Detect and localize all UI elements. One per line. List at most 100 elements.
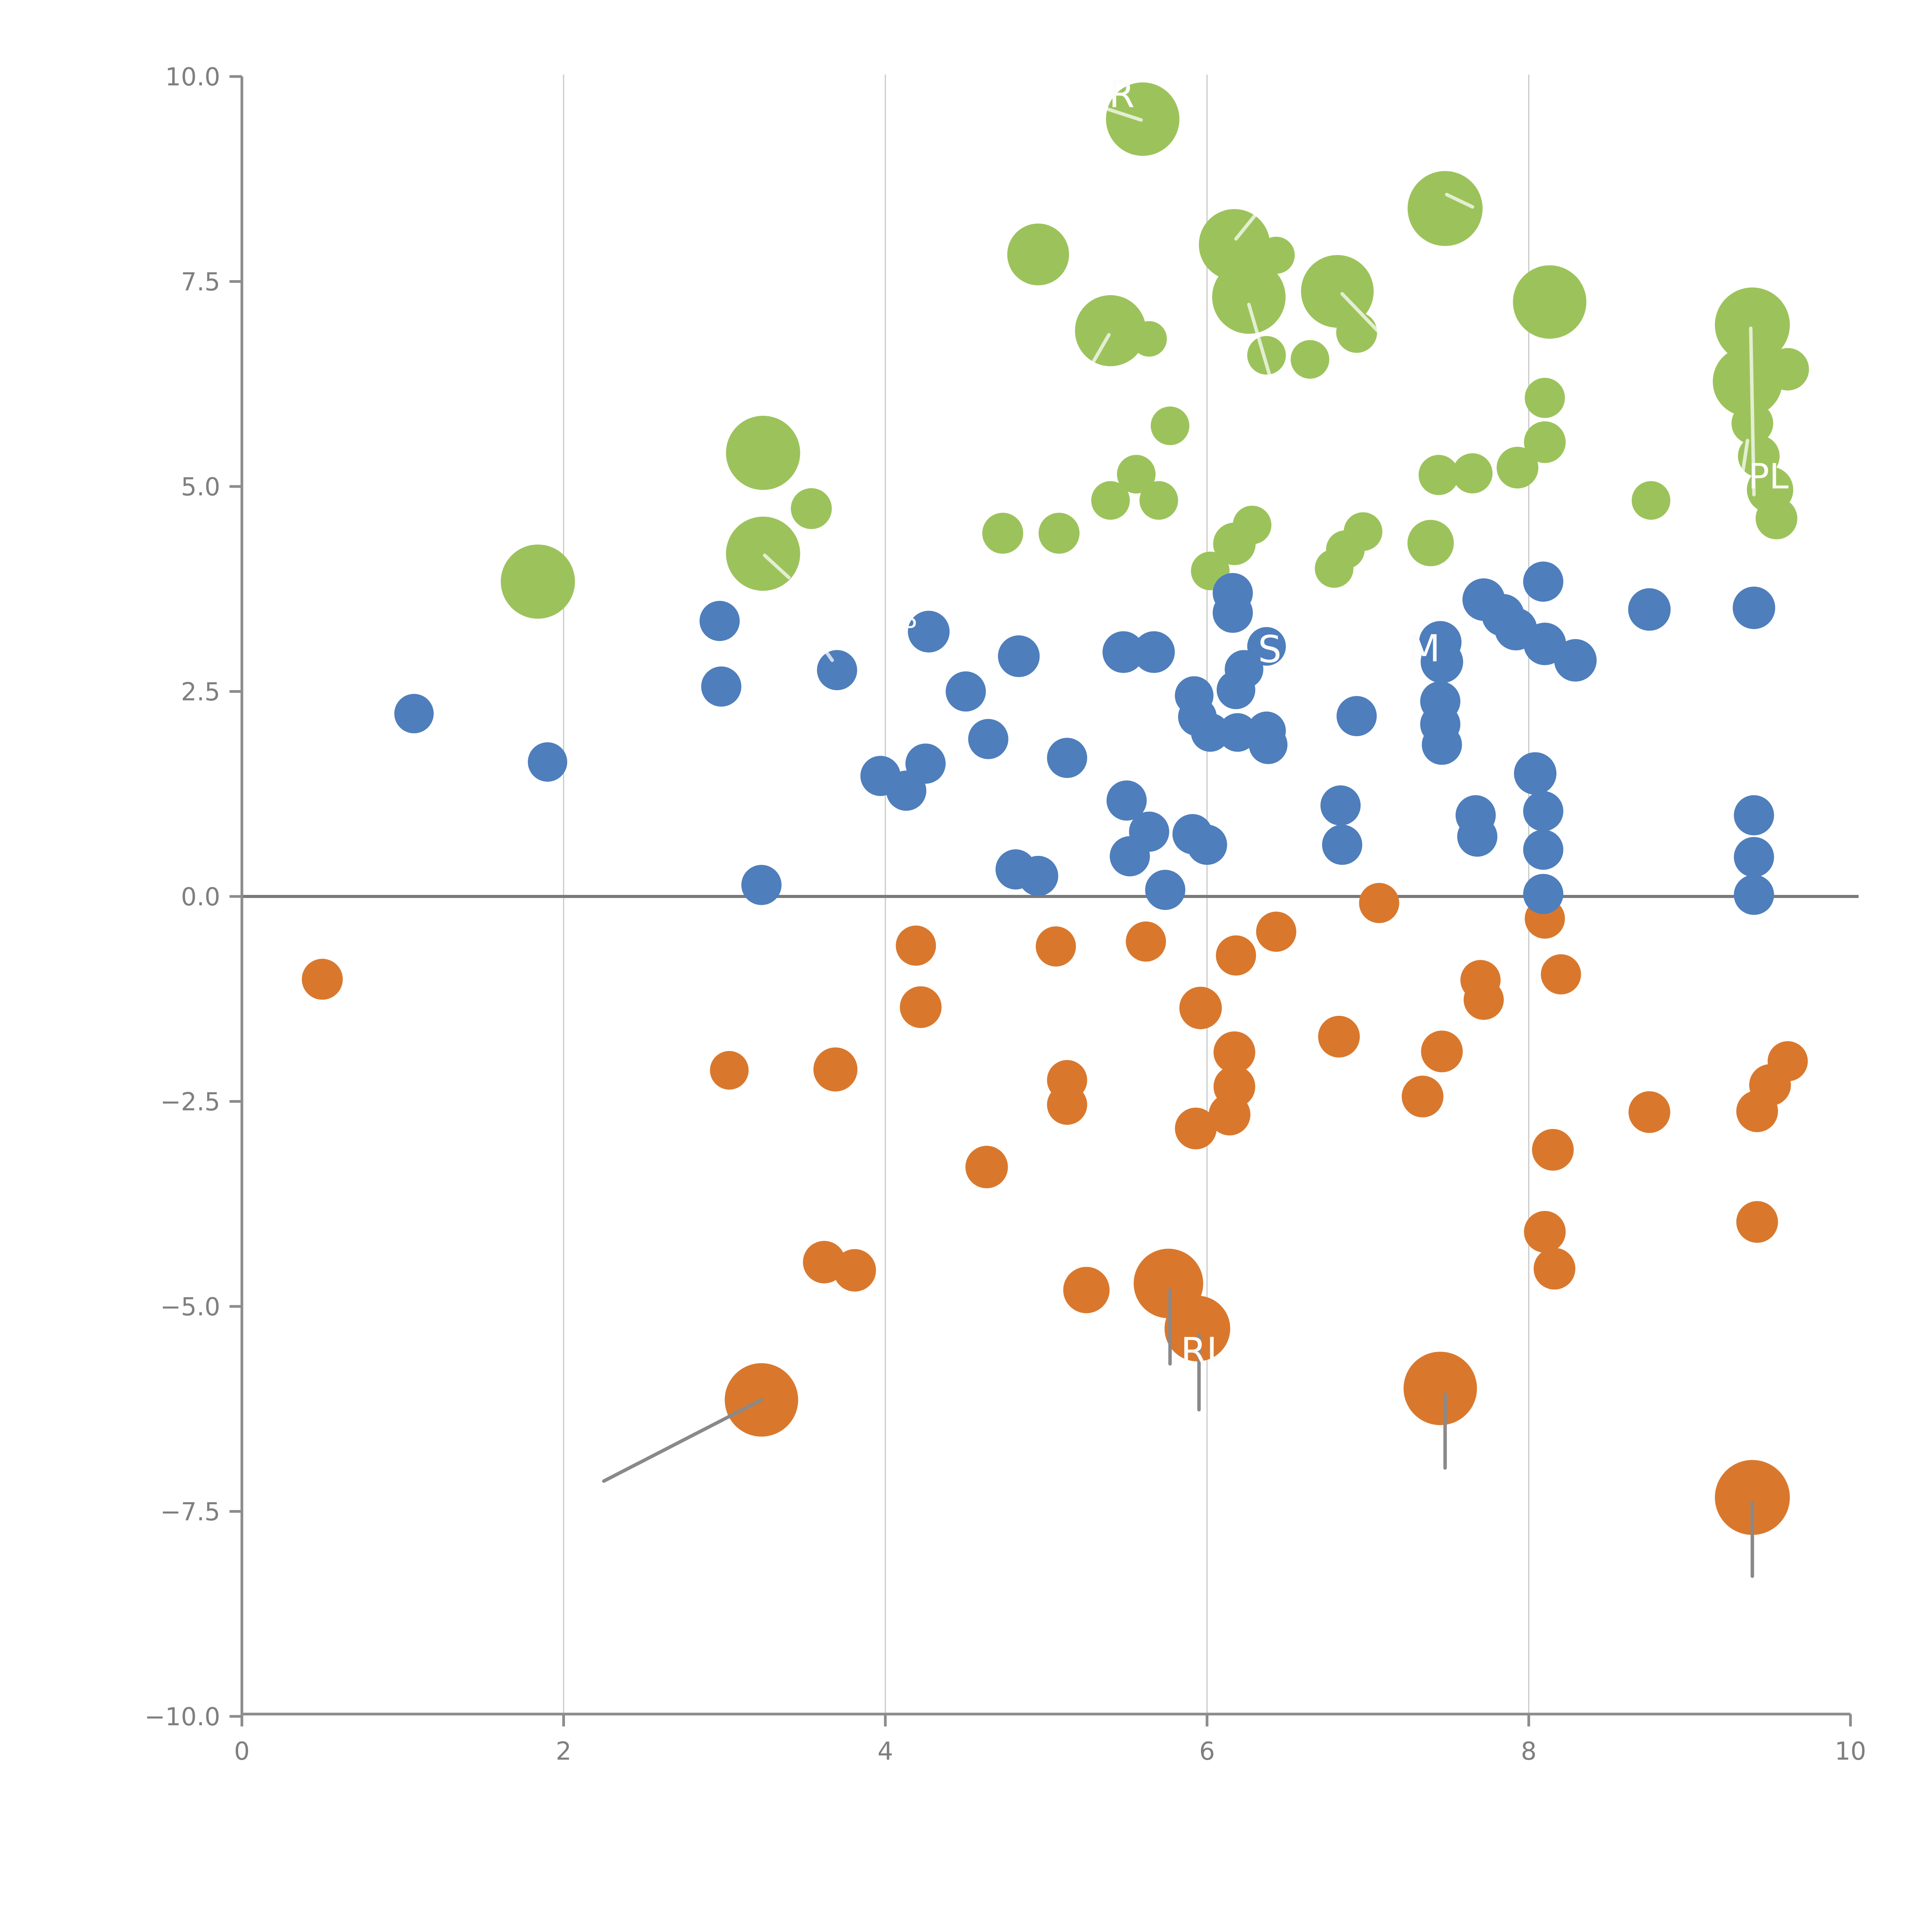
data-point [1713, 347, 1782, 417]
leader-line-white [1091, 333, 1111, 365]
point-label: R [1109, 73, 1135, 116]
leader-line-white [763, 553, 791, 580]
data-point [998, 635, 1040, 677]
data-point [1218, 713, 1257, 752]
x-tick-label: 4 [878, 1737, 893, 1766]
data-point [817, 650, 857, 690]
data-point [1191, 713, 1230, 752]
data-point [1524, 1211, 1566, 1253]
data-point [1216, 935, 1256, 976]
data-point [1755, 497, 1798, 539]
data-point [1554, 639, 1597, 682]
data-point [1523, 830, 1563, 870]
y-tick-label: −10.0 [145, 1703, 220, 1731]
data-point [1337, 696, 1377, 736]
point-labels: R PL S M RI P [902, 73, 1789, 1373]
data-point [1145, 870, 1185, 910]
data-point [1736, 1201, 1778, 1243]
data-point [1523, 791, 1563, 832]
data-point [1336, 312, 1377, 353]
data-point [1256, 912, 1296, 952]
data-point [1523, 561, 1563, 602]
leader-line-white [1104, 107, 1143, 122]
data-point [905, 743, 946, 784]
data-point [1133, 631, 1175, 673]
data-point [1213, 592, 1253, 633]
data-point [1063, 1267, 1110, 1313]
y-tick-label: 7.5 [181, 268, 220, 297]
y-tick-label: 0.0 [181, 883, 220, 912]
y-tick-label: 5.0 [181, 473, 220, 502]
data-point [896, 925, 936, 966]
data-point [1407, 520, 1454, 566]
leader-line-white [824, 650, 834, 662]
data-point [1209, 1094, 1251, 1136]
point-label: S [1258, 628, 1282, 671]
data-point [1038, 513, 1080, 554]
data-point [1452, 453, 1493, 493]
data-point [1359, 883, 1400, 923]
data-point [833, 1249, 876, 1292]
data-point [1736, 1090, 1778, 1132]
data-point [1110, 836, 1150, 876]
data-point [900, 986, 942, 1028]
data-point [1523, 874, 1563, 914]
data-point [1403, 1352, 1477, 1425]
data-point [1497, 447, 1539, 489]
data-point [1036, 926, 1076, 967]
data-point [791, 488, 832, 529]
data-point [1106, 82, 1180, 156]
data-point [394, 694, 434, 733]
leader-line-white [1340, 292, 1379, 333]
data-point [968, 719, 1009, 759]
data-point [1767, 1041, 1808, 1082]
point-label: M [1408, 627, 1440, 670]
y-tick-label: −7.5 [160, 1498, 220, 1527]
data-point [1407, 171, 1483, 246]
data-point [726, 416, 800, 490]
data-point [1320, 785, 1361, 826]
y-tick-label: 2.5 [181, 678, 220, 707]
data-point [1534, 1248, 1575, 1290]
data-point [1715, 287, 1790, 362]
data-point [1212, 260, 1286, 334]
data-point [946, 671, 986, 712]
green-series [501, 82, 1809, 619]
leader-line-white [1445, 193, 1475, 209]
leader-line-white [1749, 326, 1756, 497]
blue-series [394, 561, 1776, 915]
data-point [1422, 724, 1462, 765]
data-point [1102, 631, 1145, 673]
data-point [1418, 455, 1459, 495]
data-point [1734, 874, 1774, 915]
y-tick-label: 10.0 [165, 63, 221, 92]
data-point [699, 601, 740, 641]
ticks [230, 75, 1852, 1726]
data-point [1322, 825, 1362, 865]
data-point [1117, 455, 1156, 494]
data-point [1291, 340, 1330, 379]
data-point [1179, 986, 1222, 1029]
x-tick-label: 8 [1521, 1737, 1537, 1766]
y-tick-label: −2.5 [160, 1088, 220, 1117]
data-point [1514, 752, 1557, 795]
data-point [1525, 378, 1565, 418]
data-point [1018, 855, 1058, 896]
data-point [1628, 1091, 1670, 1133]
data-point [1463, 980, 1504, 1020]
x-tick-label: 10 [1835, 1737, 1866, 1766]
data-point [1175, 1107, 1217, 1150]
data-point [710, 1051, 749, 1090]
data-point [1344, 512, 1383, 551]
data-point [1733, 587, 1776, 629]
tick-labels: 10.0 7.5 5.0 2.5 0.0 −2.5 −5.0 −7.5 −10.0 0 2 4 6 8 10 [145, 63, 1866, 1766]
data-point [1139, 481, 1178, 520]
data-point [1421, 1031, 1463, 1073]
data-point [1249, 725, 1287, 764]
data-point [1257, 236, 1295, 274]
leader-line-white [1234, 213, 1257, 241]
data-point [1126, 921, 1166, 962]
data-point [982, 513, 1024, 554]
data-point [1631, 481, 1670, 520]
data-point [528, 742, 567, 782]
